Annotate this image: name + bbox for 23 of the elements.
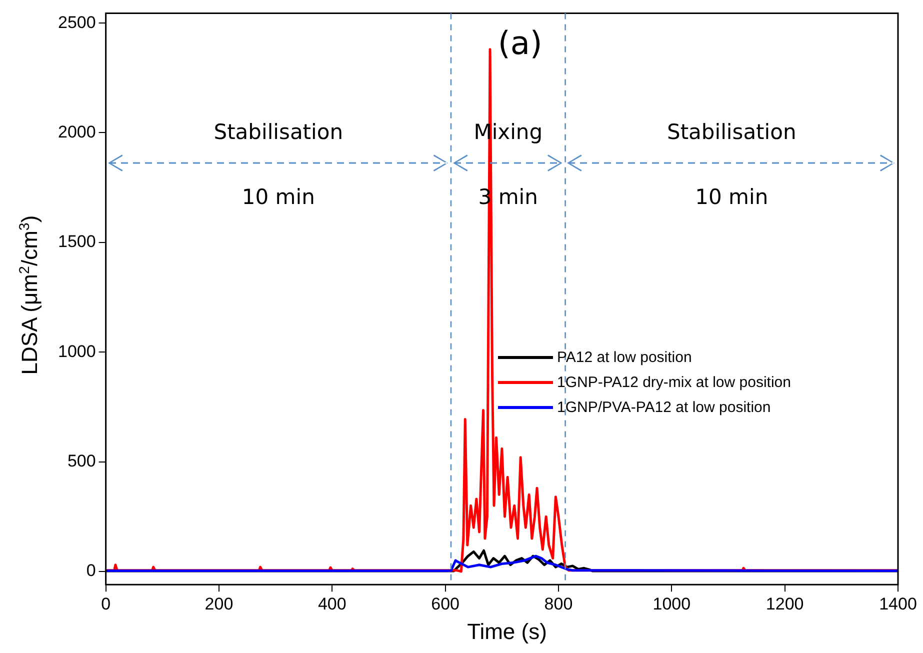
annotation: 10 min bbox=[242, 185, 315, 210]
y-tick-label: 1000 bbox=[58, 342, 96, 361]
x-tick-label: 600 bbox=[431, 594, 460, 614]
x-axis-title: Time (s) bbox=[467, 619, 547, 645]
legend-label: PA12 at low position bbox=[557, 348, 692, 366]
legend-label: 1GNP/PVA-PA12 at low position bbox=[557, 398, 771, 416]
x-tick-label: 0 bbox=[101, 594, 111, 614]
annotation: (a) bbox=[498, 24, 542, 62]
x-tick-label: 200 bbox=[204, 594, 234, 614]
y-tick-label: 500 bbox=[67, 451, 96, 470]
x-tick-label: 1200 bbox=[766, 594, 804, 614]
y-tick-label: 1500 bbox=[58, 232, 96, 252]
annotation: Stabilisation bbox=[666, 120, 796, 144]
x-tick-label: 1400 bbox=[879, 594, 917, 614]
legend-label: 1GNP-PA12 dry-mix at low position bbox=[557, 374, 791, 391]
y-tick-label: 0 bbox=[86, 561, 96, 580]
x-tick-label: 400 bbox=[318, 594, 346, 614]
y-tick-label: 2500 bbox=[58, 12, 96, 32]
annotation: 10 min bbox=[695, 185, 768, 210]
x-tick-label: 800 bbox=[544, 594, 573, 614]
annotation: Stabilisation bbox=[214, 120, 344, 144]
x-tick-label: 1000 bbox=[652, 594, 691, 614]
y-tick-label: 2000 bbox=[58, 122, 96, 142]
